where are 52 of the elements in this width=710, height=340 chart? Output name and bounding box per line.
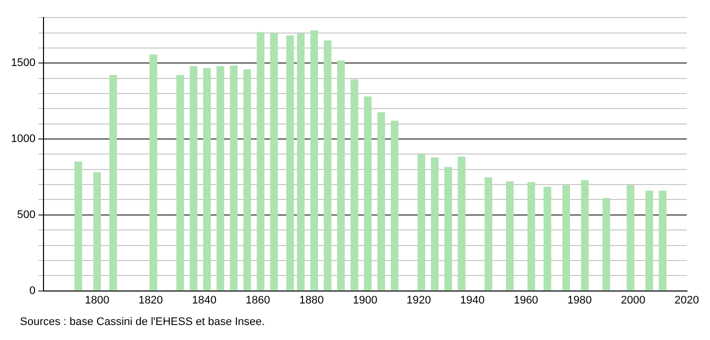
x-tick-label: 2020	[674, 294, 700, 306]
bar	[270, 34, 278, 291]
bar	[645, 190, 654, 291]
bar	[310, 30, 318, 291]
bar	[350, 79, 358, 291]
bar	[256, 32, 264, 291]
bar	[444, 166, 452, 291]
bar	[230, 66, 238, 291]
bar	[74, 161, 82, 291]
x-tick-label: 1980	[567, 294, 592, 306]
bar	[150, 54, 158, 291]
x-tick-label: 1820	[138, 294, 163, 306]
bar	[390, 120, 398, 291]
y-tick-label: 1500	[10, 57, 36, 70]
y-tick-label: 1000	[10, 133, 36, 146]
bar	[203, 68, 211, 291]
bar	[418, 154, 426, 291]
x-tick-label: 1880	[299, 294, 324, 306]
bar	[506, 181, 514, 291]
bar	[562, 185, 570, 291]
bar	[602, 198, 610, 291]
bar	[430, 158, 439, 291]
bar	[216, 66, 224, 291]
x-tick-label: 1920	[406, 294, 431, 306]
bar	[527, 182, 536, 291]
bar	[364, 96, 372, 291]
bar	[658, 190, 666, 291]
source-note: Sources : base Cassini de l'EHESS et base Insee.	[20, 316, 266, 328]
x-tick-label: 2000	[620, 294, 646, 306]
bar	[458, 156, 466, 291]
bar	[377, 112, 386, 291]
bar	[286, 35, 294, 291]
bar	[93, 172, 101, 291]
bar	[324, 40, 332, 291]
bar	[337, 60, 345, 291]
bar	[484, 177, 492, 291]
bar	[544, 186, 552, 291]
bar	[190, 66, 198, 291]
x-tick-label: 1940	[460, 294, 485, 306]
x-tick-label: 1960	[514, 294, 538, 306]
bar	[581, 180, 589, 291]
bar	[626, 185, 634, 291]
x-tick-label: 1860	[246, 294, 270, 306]
bar	[176, 74, 184, 291]
bar	[296, 34, 305, 291]
bar	[109, 74, 117, 291]
y-tick-label: 500	[17, 208, 36, 221]
bar	[243, 69, 252, 291]
x-tick-label: 1900	[352, 294, 378, 306]
x-tick-label: 1840	[192, 294, 217, 306]
y-tick-label: 0	[29, 284, 36, 297]
x-tick-label: 1800	[84, 294, 110, 306]
